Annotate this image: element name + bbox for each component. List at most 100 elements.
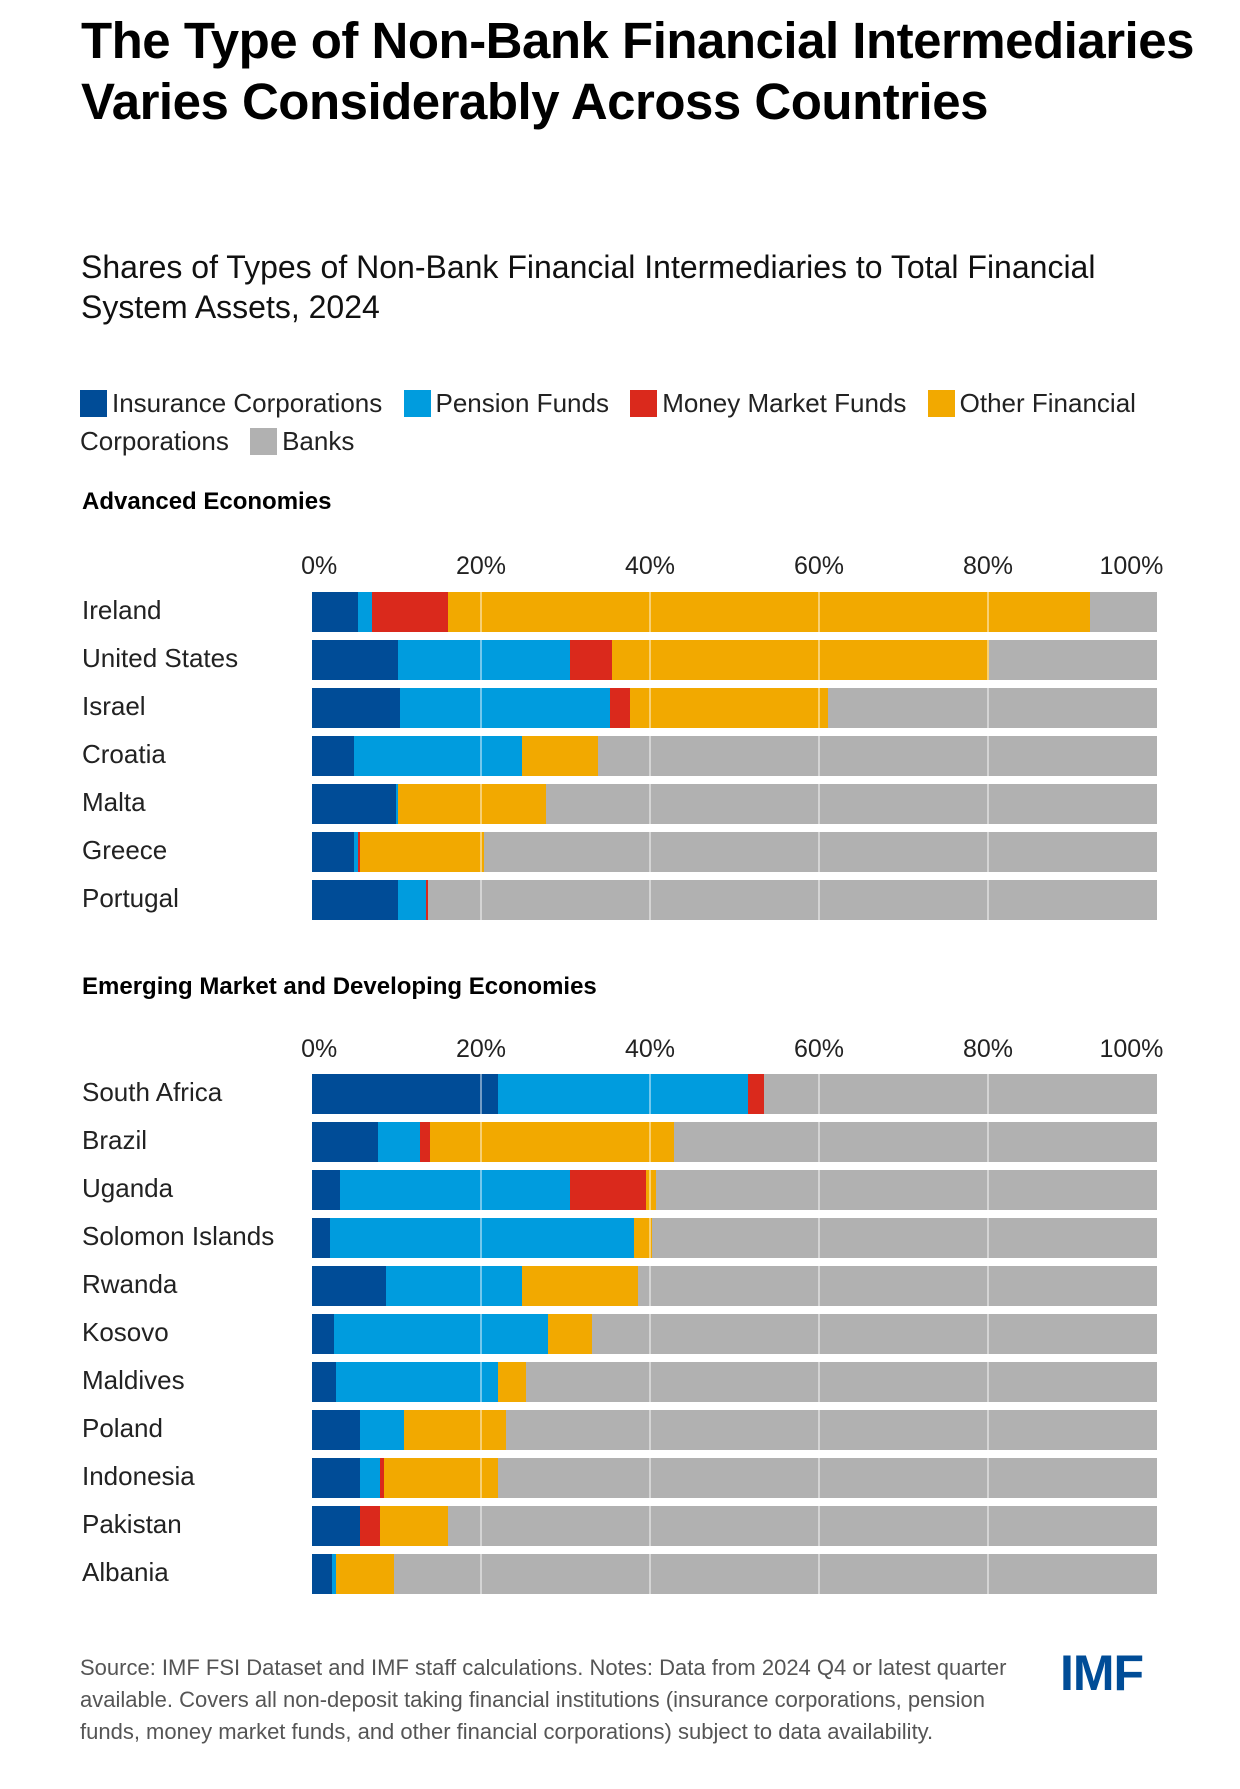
gridline [480,592,482,632]
legend-label: Pension Funds [435,388,609,418]
x-tick-label: 40% [624,552,676,580]
bar-segment-other-financial-corporations [497,1362,527,1402]
bar-segment-banks [393,1554,1158,1594]
stacked-bar-albania [312,1554,1158,1594]
bar-segment-other-financial-corporations [522,736,599,776]
legend-label: Money Market Funds [662,388,907,418]
bar-segment-insurance-corporations [312,640,399,680]
gridline [818,688,820,728]
gridline [649,784,651,824]
bar-segment-insurance-corporations [312,1458,361,1498]
stacked-bar-united-states [312,640,1158,680]
gridline [480,1266,482,1306]
gridline [987,592,989,632]
stacked-bar-greece [312,832,1158,872]
category-label-rwanda: Rwanda [82,1269,178,1299]
gridline [649,1122,651,1162]
gridline [480,1170,482,1210]
x-tick-label: 80% [962,1035,1014,1063]
bar-segment-pension-funds [329,1218,635,1258]
category-label-kosovo: Kosovo [82,1317,169,1347]
bar-segment-banks [638,1266,1158,1306]
legend-swatch-insurance [80,390,107,417]
legend-item-insurance: Insurance Corporations [80,388,382,418]
stacked-bar-kosovo [312,1314,1158,1354]
legend-item-money-market: Money Market Funds [630,388,906,418]
gridline [987,736,989,776]
gridline [649,592,651,632]
gridline [987,640,989,680]
bar-segment-insurance-corporations [312,1266,387,1306]
bar-segment-banks [506,1410,1158,1450]
bar-segment-banks [988,640,1158,680]
bar-segment-pension-funds [332,1554,337,1594]
category-label-croatia: Croatia [82,739,166,769]
bar-segment-other-financial-corporations [522,1266,639,1306]
gridline [987,1554,989,1594]
bar-segment-pension-funds [339,1170,571,1210]
gridline [818,880,820,920]
gridline [480,1122,482,1162]
category-label-poland: Poland [82,1413,163,1443]
gridline [649,1506,651,1546]
gridline [987,1218,989,1258]
source-note: Source: IMF FSI Dataset and IMF staff ca… [80,1655,1007,1744]
x-tick-label: 20% [455,1035,507,1063]
gridline [818,1410,820,1450]
category-label-uganda: Uganda [82,1173,174,1203]
bar-segment-banks [651,1218,1158,1258]
x-tick-label: 0% [301,1035,338,1063]
bar-segment-other-financial-corporations [448,592,1091,632]
gridline [987,1362,989,1402]
gridline [480,1410,482,1450]
chart-subtitle: Shares of Types of Non-Bank Financial In… [81,249,1096,325]
bar-segment-banks [655,1170,1158,1210]
bar-segment-banks [427,880,1158,920]
category-label-greece: Greece [82,835,168,865]
bar-segment-other-financial-corporations [611,640,990,680]
bar-segment-insurance-corporations [312,880,399,920]
gridline [480,1554,482,1594]
bar-segment-banks [484,832,1158,872]
bar-segment-other-financial-corporations [629,688,829,728]
gridline [649,1170,651,1210]
legend-swatch-pension [403,390,431,417]
gridline [987,1170,989,1210]
stacked-bar-ireland [312,592,1158,632]
bar-segment-banks [497,1458,1158,1498]
bar-segment-banks [591,1314,1158,1354]
x-tick-label: 80% [962,552,1014,580]
legend-item-pension: Pension Funds [403,388,609,418]
category-label-solomon-islands: Solomon Islands [82,1221,275,1251]
gridline [649,1314,651,1354]
bar-segment-banks [448,1506,1158,1546]
stacked-bar-maldives [312,1362,1158,1402]
gridline [818,640,820,680]
gridline [649,640,651,680]
bar-segment-insurance-corporations [312,1074,499,1114]
x-tick-label: 100% [1099,1035,1164,1063]
bar-segment-money-market-funds [748,1074,765,1114]
bar-segment-banks [546,784,1158,824]
bar-segment-other-financial-corporations [398,784,547,824]
gridline [649,1074,651,1114]
bar-segment-money-market-funds [426,880,429,920]
gridline [480,736,482,776]
bar-segment-banks [597,736,1158,776]
gridline [818,1458,820,1498]
panel-heading: Emerging Market and Developing Economies [82,973,597,1000]
gridline [649,1554,651,1594]
gridline [987,1314,989,1354]
gridline [818,592,820,632]
gridline [649,880,651,920]
gridline [649,688,651,728]
bar-segment-pension-funds [357,592,373,632]
gridline [818,1506,820,1546]
bar-segment-pension-funds [399,688,611,728]
gridline [649,1410,651,1450]
gridline [987,1266,989,1306]
bar-segment-banks [1090,592,1158,632]
legend-label: Banks [282,426,355,456]
stacked-bar-brazil [312,1122,1158,1162]
gridline [649,1218,651,1258]
